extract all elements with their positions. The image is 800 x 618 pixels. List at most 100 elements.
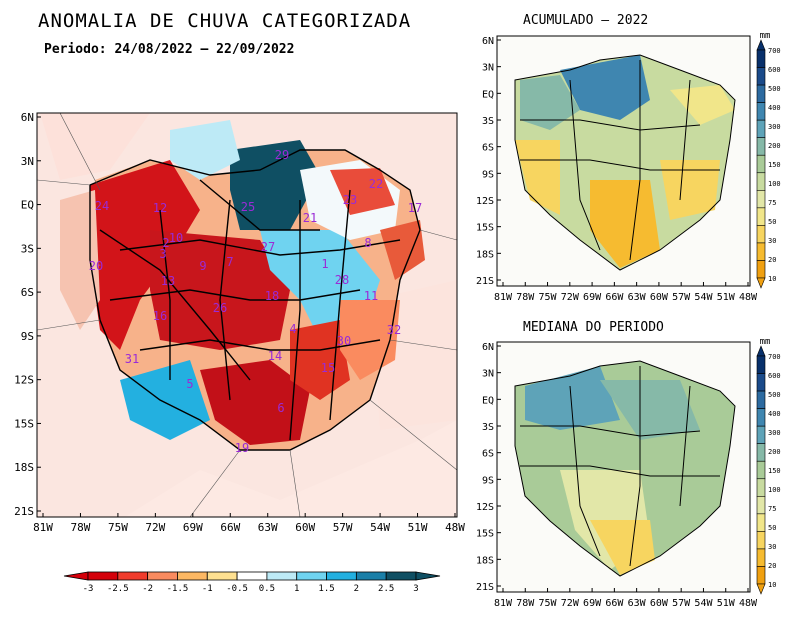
lat-tick-label: 18S bbox=[476, 249, 494, 260]
precip-colorbar-median: mm 700 600 500 400 300 200 150 100 75 50 30 20 10 bbox=[756, 337, 781, 595]
precip-segment bbox=[756, 154, 766, 174]
lon-tick-label: 48W bbox=[445, 521, 465, 534]
period-label: Periodo: 24/08/2022 — 22/09/2022 bbox=[44, 42, 295, 57]
lon-tick-label: 63W bbox=[628, 292, 647, 303]
lat-tick-label: EQ bbox=[482, 395, 494, 406]
precip-tick-label: 30 bbox=[768, 543, 776, 551]
lon-tick-label: 69W bbox=[583, 292, 602, 303]
basin-label: 28 bbox=[335, 273, 349, 287]
precip-segment bbox=[756, 513, 766, 532]
precip-segment bbox=[756, 408, 766, 427]
lat-tick-label: EQ bbox=[21, 199, 34, 212]
lon-tick-label: 54W bbox=[694, 598, 713, 609]
basin-label: 4 bbox=[289, 322, 296, 336]
precip-tick-label: 100 bbox=[768, 180, 781, 188]
basin-label: 10 bbox=[169, 231, 183, 245]
precip-tick-label: 75 bbox=[768, 505, 776, 513]
lat-tick-label: 9S bbox=[21, 330, 34, 343]
basin-label: 17 bbox=[408, 201, 422, 215]
basin-label: 12 bbox=[153, 201, 167, 215]
precip-tick-label: 50 bbox=[768, 524, 776, 532]
basin-label: 11 bbox=[364, 289, 378, 303]
lon-tick-label: 57W bbox=[672, 292, 691, 303]
accumulated-map-title: ACUMULADO — 2022 bbox=[523, 13, 649, 28]
colorbar-tick-label: 0.5 bbox=[259, 584, 275, 594]
lon-tick-label: 57W bbox=[672, 598, 691, 609]
lat-tick-label: 12S bbox=[476, 196, 494, 207]
colorbar-segment bbox=[117, 571, 149, 581]
precip-segment bbox=[756, 119, 766, 138]
basin-label: 19 bbox=[235, 441, 249, 455]
lon-tick-label: 78W bbox=[71, 521, 91, 534]
lon-tick-label: 75W bbox=[539, 598, 558, 609]
basin-label: 23 bbox=[343, 193, 357, 207]
basin-label: 22 bbox=[369, 177, 383, 191]
colorbar-tick-label: -1 bbox=[202, 584, 213, 594]
colorbar-tick-label: -1.5 bbox=[167, 584, 189, 594]
precip-colorbar-accumulated: mm 700 600 500 400 300 200 150 100 75 50 30 20 10 bbox=[756, 31, 781, 289]
precip-tick-label: 500 bbox=[768, 85, 781, 93]
lon-tick-label: 63W bbox=[628, 598, 647, 609]
lat-tick-label: 12S bbox=[14, 374, 34, 387]
basin-label: 24 bbox=[95, 199, 109, 213]
anomaly-colorbar: -3 -2.5 -2 -1.5 -1 -0.5 0.5 1 1.5 2 2.5 3 bbox=[63, 571, 441, 594]
colorbar-segment bbox=[355, 571, 387, 581]
colorbar-tick-label: -3 bbox=[83, 584, 94, 594]
basin-label: 9 bbox=[199, 259, 206, 273]
precip-tick-label: 20 bbox=[768, 562, 776, 570]
lat-tick-label: 3N bbox=[482, 63, 494, 74]
precip-unit-label: mm bbox=[760, 31, 771, 41]
lat-tick-label: 21S bbox=[476, 276, 494, 287]
precip-tick-label: 300 bbox=[768, 123, 781, 131]
lon-tick-label: 60W bbox=[650, 598, 669, 609]
main-lat-axis: 6N 3N EQ 3S 6S 9S 12S 15S 18S 21S bbox=[14, 111, 41, 518]
colorbar-tick-label: 2.5 bbox=[378, 584, 394, 594]
colorbar-tick-label: 1 bbox=[294, 584, 299, 594]
lat-tick-label: EQ bbox=[482, 89, 494, 100]
median-map-title: MEDIANA DO PERIODO bbox=[523, 320, 664, 335]
lon-tick-label: 51W bbox=[408, 521, 428, 534]
main-anomaly-map: 6N 3N EQ 3S 6S 9S 12S 15S 18S 21S 81W 78W 75W 72W 69W… bbox=[14, 111, 465, 534]
main-map-title: ANOMALIA DE CHUVA CATEGORIZADA bbox=[38, 10, 412, 32]
precip-segment bbox=[756, 67, 766, 86]
colorbar-segment bbox=[326, 571, 357, 581]
precip-segment bbox=[756, 390, 766, 409]
colorbar-tick-label: 2 bbox=[354, 584, 359, 594]
precip-tick-label: 500 bbox=[768, 391, 781, 399]
lat-tick-label: 18S bbox=[476, 555, 494, 566]
colorbar-segment bbox=[206, 571, 238, 581]
precip-arrow-top bbox=[756, 345, 766, 357]
precip-segment bbox=[756, 137, 766, 156]
basin-label: 7 bbox=[226, 255, 233, 269]
lon-tick-label: 48W bbox=[739, 598, 758, 609]
lon-tick-label: 60W bbox=[295, 521, 315, 534]
lon-tick-label: 81W bbox=[494, 292, 513, 303]
lon-tick-label: 78W bbox=[516, 598, 535, 609]
precip-tick-label: 150 bbox=[768, 467, 781, 475]
lon-tick-label: 72W bbox=[561, 598, 580, 609]
lat-tick-label: 18S bbox=[14, 461, 34, 474]
precip-tick-label: 150 bbox=[768, 161, 781, 169]
precip-tick-label: 100 bbox=[768, 486, 781, 494]
precip-arrow-bottom bbox=[756, 277, 766, 289]
precip-segment bbox=[756, 443, 766, 462]
lat-tick-label: 6S bbox=[482, 449, 494, 460]
lat-tick-label: 6N bbox=[21, 111, 34, 124]
lat-tick-label: 15S bbox=[476, 223, 494, 234]
precip-tick-label: 300 bbox=[768, 429, 781, 437]
basin-label: 15 bbox=[321, 361, 335, 375]
colorbar-tick-label: -2 bbox=[142, 584, 153, 594]
lat-tick-label: 12S bbox=[476, 502, 494, 513]
colorbar-segment bbox=[147, 571, 178, 581]
colorbar-tick-label: -2.5 bbox=[107, 584, 129, 594]
lat-tick-label: 6N bbox=[482, 342, 494, 353]
colorbar-arrow-right bbox=[415, 571, 441, 581]
precip-segment bbox=[756, 373, 766, 392]
precip-tick-label: 200 bbox=[768, 142, 781, 150]
colorbar-tick-label: 1.5 bbox=[318, 584, 334, 594]
lon-tick-label: 81W bbox=[33, 521, 53, 534]
colorbar-arrow-left bbox=[63, 571, 89, 581]
precip-tick-label: 10 bbox=[768, 275, 776, 283]
